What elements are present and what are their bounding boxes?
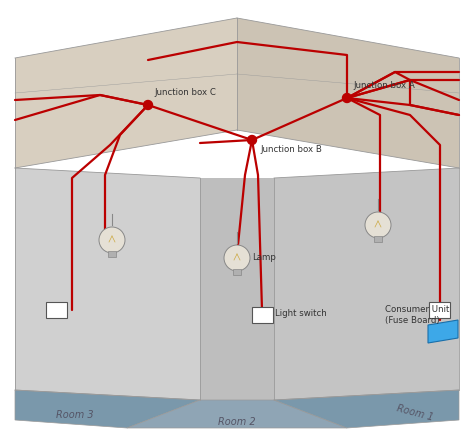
Text: Junction box C: Junction box C [154, 88, 216, 97]
FancyBboxPatch shape [108, 251, 116, 257]
Text: Light switch: Light switch [275, 309, 327, 318]
Text: Room 2: Room 2 [218, 417, 256, 427]
Polygon shape [237, 18, 459, 168]
Polygon shape [15, 390, 200, 428]
Text: Consumer Unit
(Fuse Board): Consumer Unit (Fuse Board) [385, 305, 449, 325]
FancyBboxPatch shape [253, 307, 273, 323]
Polygon shape [15, 168, 200, 400]
Polygon shape [274, 390, 459, 428]
Polygon shape [200, 178, 274, 400]
Circle shape [224, 245, 250, 271]
Text: Lamp: Lamp [252, 253, 276, 263]
Text: Junction box B: Junction box B [260, 145, 322, 154]
FancyBboxPatch shape [374, 236, 382, 242]
Polygon shape [127, 400, 347, 428]
Circle shape [365, 212, 391, 238]
Polygon shape [274, 168, 459, 400]
Polygon shape [15, 18, 237, 168]
Circle shape [144, 101, 153, 110]
Circle shape [343, 94, 352, 103]
Text: Room 1: Room 1 [395, 403, 435, 423]
Text: Junction box A: Junction box A [353, 81, 415, 90]
FancyBboxPatch shape [429, 302, 450, 318]
FancyBboxPatch shape [46, 302, 67, 318]
Circle shape [99, 227, 125, 253]
Text: Room 3: Room 3 [56, 410, 94, 420]
Polygon shape [428, 320, 458, 343]
Circle shape [247, 135, 256, 145]
FancyBboxPatch shape [233, 269, 241, 275]
